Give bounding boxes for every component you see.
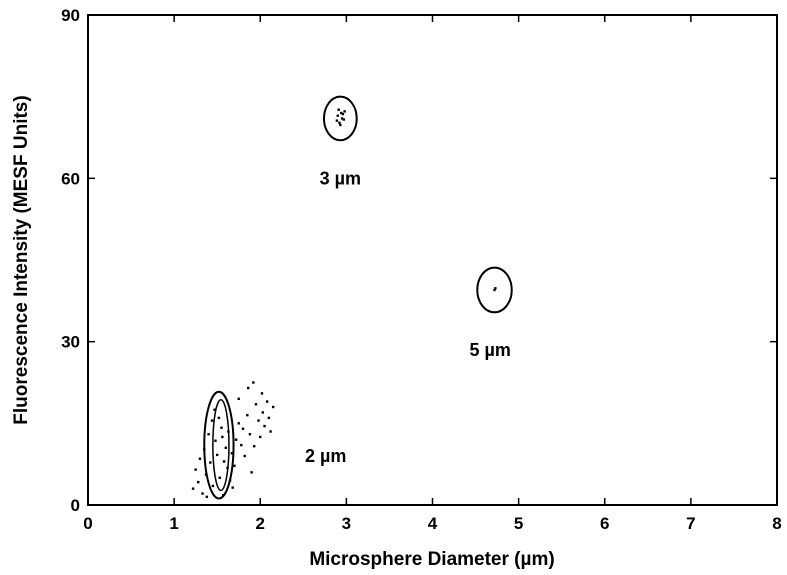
cluster-label: 2 µm: [305, 446, 346, 466]
data-point: [215, 453, 219, 457]
x-tick-label: 1: [169, 514, 178, 533]
x-tick-label: 5: [514, 514, 523, 533]
data-point: [341, 112, 345, 116]
data-point: [271, 405, 275, 409]
cluster-outline: [476, 266, 513, 314]
x-tick-label: 6: [600, 514, 609, 533]
y-tick-label: 60: [61, 169, 80, 188]
data-point: [336, 114, 339, 117]
data-point: [213, 408, 216, 411]
x-tick-label: 4: [428, 514, 438, 533]
plot-area-frame: [87, 14, 778, 506]
data-point: [224, 446, 227, 450]
data-point: [233, 464, 236, 467]
data-point: [207, 433, 210, 436]
data-point: [494, 287, 497, 290]
data-point: [337, 108, 340, 111]
data-point: [335, 119, 339, 122]
data-point: [246, 386, 250, 390]
data-point: [265, 400, 269, 403]
data-point: [220, 426, 223, 429]
data-point: [254, 403, 258, 406]
data-point: [260, 392, 264, 395]
data-point: [222, 460, 226, 463]
data-point: [343, 110, 346, 113]
data-point: [263, 424, 266, 428]
cluster-outlines: 2 µm 3 µm 5 µm: [203, 95, 513, 500]
data-point: [248, 433, 252, 436]
cluster-outline: [322, 95, 358, 142]
data-point: [210, 419, 214, 422]
data-point: [339, 123, 342, 127]
data-point: [237, 397, 240, 401]
data-point: [230, 452, 234, 455]
y-tick-label: 30: [61, 333, 80, 352]
data-point: [250, 471, 253, 474]
data-points: [191, 108, 497, 499]
y-tick-label: 0: [71, 496, 80, 515]
data-point: [338, 121, 341, 124]
y-tick-label: 90: [61, 6, 80, 25]
x-tick-label: 8: [772, 514, 781, 533]
data-point: [211, 484, 215, 488]
data-point: [257, 419, 260, 422]
data-point: [198, 457, 202, 460]
data-point: [240, 443, 243, 447]
cluster-inner-outline: [212, 399, 230, 492]
x-tick-label: 0: [83, 514, 92, 533]
cluster-label: 5 µm: [470, 340, 511, 360]
x-tick-label: 3: [342, 514, 351, 533]
data-point: [246, 413, 249, 417]
data-point: [231, 486, 234, 489]
data-point: [340, 111, 343, 115]
data-point: [237, 422, 240, 425]
data-point: [261, 411, 265, 414]
data-point: [234, 438, 238, 441]
data-point: [493, 288, 496, 292]
data-point: [201, 492, 204, 495]
x-axis-title: Microsphere Diameter (µm): [309, 549, 554, 570]
x-tick-label: 7: [686, 514, 695, 533]
data-point: [217, 416, 221, 420]
data-point: [252, 381, 255, 384]
data-point: [267, 416, 271, 420]
x-tick-label: 2: [256, 514, 265, 533]
data-point: [194, 468, 197, 471]
data-point: [269, 430, 272, 433]
data-point: [218, 476, 221, 479]
data-point: [342, 118, 345, 121]
data-point: [214, 439, 217, 442]
data-point: [197, 480, 200, 484]
data-point: [259, 435, 262, 439]
data-point: [191, 487, 195, 490]
data-point: [205, 495, 209, 499]
data-point: [221, 435, 224, 439]
cluster-label: 3 µm: [320, 168, 361, 188]
axis-ticks: 0 1 2 3 4 5 6 7 8 0 30 60 90: [61, 6, 782, 533]
y-axis-title: Fluorescence Intensity (MESF Units): [11, 95, 32, 424]
data-point: [241, 427, 245, 430]
cluster-outline: [203, 390, 235, 500]
data-point: [209, 461, 212, 464]
data-point: [253, 445, 256, 448]
data-point: [340, 117, 344, 120]
data-point: [243, 454, 246, 458]
